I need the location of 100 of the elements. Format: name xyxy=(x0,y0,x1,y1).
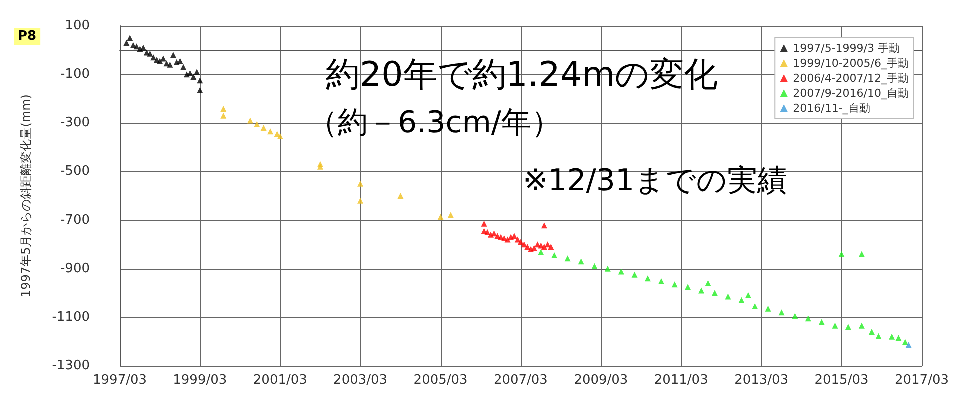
point xyxy=(858,322,865,329)
point xyxy=(604,266,611,272)
point xyxy=(644,276,651,282)
point xyxy=(140,44,146,51)
point xyxy=(268,128,274,135)
point xyxy=(508,234,514,240)
point xyxy=(544,242,551,248)
point xyxy=(658,278,664,284)
point xyxy=(484,229,491,236)
point xyxy=(274,131,280,138)
point xyxy=(358,180,364,187)
point xyxy=(705,280,712,286)
point xyxy=(896,335,902,342)
y-tick-label: -1100 xyxy=(52,310,90,325)
y-tick-label: -700 xyxy=(60,212,90,228)
point xyxy=(578,258,584,265)
y-tick-label: 100 xyxy=(65,18,90,34)
point xyxy=(698,288,705,294)
point xyxy=(832,322,838,329)
point xyxy=(134,44,140,50)
point xyxy=(618,268,624,275)
point xyxy=(197,87,204,94)
point xyxy=(277,134,284,140)
point xyxy=(398,193,404,199)
y-tick-label: -900 xyxy=(60,261,90,276)
point xyxy=(167,62,174,68)
y-tick-label: -500 xyxy=(60,164,90,180)
point xyxy=(511,233,518,240)
point xyxy=(672,282,678,288)
x-tick-label: 2011/03 xyxy=(654,373,708,388)
point xyxy=(190,74,197,80)
point xyxy=(725,294,732,300)
x-tick-label: 2009/03 xyxy=(574,373,628,388)
x-tick-label: 2013/03 xyxy=(734,373,789,388)
point xyxy=(220,106,227,112)
y-tick-label: -300 xyxy=(60,116,90,131)
y-tick-label: -100 xyxy=(60,67,90,82)
x-tick-label: 2017/03 xyxy=(894,373,950,388)
x-tick-label: 2015/03 xyxy=(814,373,869,388)
point xyxy=(531,245,538,252)
point xyxy=(124,40,130,46)
point xyxy=(177,58,184,64)
point xyxy=(685,284,692,290)
point xyxy=(564,256,571,262)
point xyxy=(541,222,548,229)
point xyxy=(868,329,875,335)
point xyxy=(170,52,176,58)
point xyxy=(160,56,166,62)
legend-label: 2007/9-2016/10_自動 xyxy=(793,87,910,100)
x-tick-label: 2007/03 xyxy=(494,373,548,388)
x-tick-label: 2001/03 xyxy=(253,373,308,388)
point xyxy=(745,292,752,298)
point xyxy=(491,230,498,237)
point xyxy=(481,220,488,227)
y-axis-title: 1997年5月からの斜距離変化量(mm) xyxy=(19,94,33,298)
point xyxy=(876,333,882,340)
point xyxy=(552,252,558,258)
point xyxy=(317,164,324,170)
point xyxy=(889,334,896,340)
legend-label: 2016/11-_自動 xyxy=(793,102,870,115)
point xyxy=(765,306,772,312)
point xyxy=(260,125,267,131)
point xyxy=(902,339,908,346)
point xyxy=(220,112,227,119)
point xyxy=(541,244,548,250)
point xyxy=(528,246,534,252)
point xyxy=(752,304,758,310)
point xyxy=(247,118,254,124)
x-tick-label: 1997/03 xyxy=(92,373,148,388)
x-tick-label: 1999/03 xyxy=(173,373,228,388)
point xyxy=(180,64,187,70)
point xyxy=(838,251,845,258)
point xyxy=(194,69,200,76)
point xyxy=(187,70,194,76)
point xyxy=(858,251,865,258)
point xyxy=(712,290,718,296)
point xyxy=(906,342,912,348)
point xyxy=(845,324,852,330)
point xyxy=(548,244,554,250)
legend-label: 1997/5-1999/3 手動 xyxy=(793,42,900,55)
point xyxy=(818,319,825,326)
point xyxy=(358,198,364,204)
point xyxy=(538,249,544,256)
point xyxy=(438,214,444,220)
point xyxy=(632,272,638,278)
point xyxy=(254,121,260,128)
text: P8 xyxy=(18,29,37,44)
y-tick-label: -1300 xyxy=(52,358,90,374)
point xyxy=(147,50,154,57)
legend-label: 2006/4-2007/12_手動 xyxy=(793,72,910,85)
legend-label: 1999/10-2005/6_手動 xyxy=(793,57,910,70)
point xyxy=(592,263,598,270)
point xyxy=(738,297,745,304)
point xyxy=(197,78,204,84)
point xyxy=(127,35,134,42)
x-tick-label: 2005/03 xyxy=(414,373,468,388)
point xyxy=(524,244,531,250)
x-tick-label: 2003/03 xyxy=(334,373,388,388)
point xyxy=(448,212,454,218)
point xyxy=(778,310,785,316)
